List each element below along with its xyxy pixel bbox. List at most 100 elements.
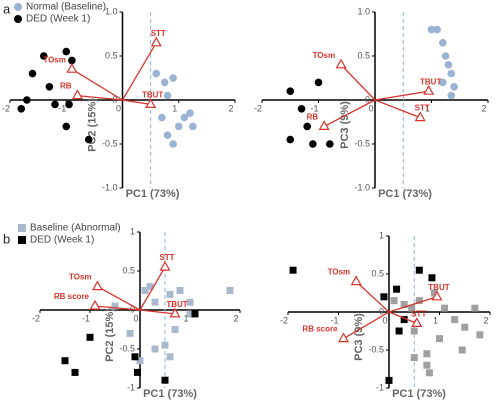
- y-tick-label: 0.5: [105, 50, 118, 60]
- point: [400, 316, 408, 324]
- point: [441, 304, 449, 312]
- loading-label: TOsm: [69, 273, 92, 282]
- point: [141, 287, 149, 294]
- loading-vector: [388, 311, 418, 325]
- point: [169, 74, 177, 82]
- loading-arrowhead: [71, 89, 84, 100]
- point: [458, 346, 466, 354]
- x-tick-label: 2: [483, 315, 488, 325]
- y-axis-title: PC2 (15%): [86, 98, 98, 152]
- point: [174, 122, 183, 131]
- point: [390, 297, 398, 305]
- point: [151, 345, 159, 353]
- legend-label: Baseline (Abnormal): [30, 223, 121, 234]
- x-tick-label: -2: [254, 103, 262, 113]
- point: [62, 122, 71, 131]
- x-tick-label: 0: [368, 103, 373, 113]
- y-tick-label: 1: [379, 230, 384, 240]
- loading-vector: [355, 281, 390, 313]
- point: [186, 298, 194, 306]
- point: [451, 316, 459, 324]
- point: [410, 327, 418, 335]
- y-tick-label: 0: [379, 306, 384, 316]
- y-axis-title: PC3 (9%): [339, 101, 351, 149]
- x-tick-label: 1: [172, 103, 177, 113]
- point: [286, 135, 295, 144]
- legend-marker: [14, 3, 22, 11]
- x-tick-label: 1: [433, 315, 438, 325]
- point: [393, 285, 401, 293]
- loading-arrowhead: [145, 98, 157, 109]
- loading-arrowhead: [159, 260, 171, 271]
- loading-label: RB: [307, 113, 319, 122]
- point: [428, 274, 436, 282]
- point: [380, 293, 388, 301]
- point: [439, 78, 447, 87]
- point: [61, 357, 69, 365]
- y-tick-label: -0.5: [368, 344, 384, 354]
- point: [439, 39, 447, 47]
- point: [471, 304, 479, 312]
- legend-marker: [18, 236, 26, 244]
- loading-arrowhead: [89, 299, 101, 310]
- loading-label: TBUT: [142, 91, 163, 100]
- point: [395, 327, 403, 335]
- point: [62, 47, 71, 56]
- x-tick-label: -1: [82, 313, 90, 323]
- loading-arrowhead: [411, 317, 423, 327]
- point: [430, 289, 438, 297]
- y-tick-label: -0.5: [354, 138, 370, 148]
- loading-arrowhead: [338, 332, 350, 343]
- loading-arrowhead: [66, 62, 78, 73]
- x-tick-label: 2: [481, 103, 486, 113]
- legend-label: DED (Week 1): [30, 235, 94, 246]
- point: [309, 140, 317, 148]
- point: [126, 329, 134, 337]
- legend-label: DED (Week 1): [26, 14, 90, 25]
- point: [86, 333, 94, 341]
- point: [189, 122, 197, 131]
- point: [166, 290, 174, 298]
- y-tick-label: 1.0: [105, 6, 118, 16]
- point: [461, 323, 469, 331]
- loading-arrowhead: [169, 307, 181, 318]
- loading-arrowhead: [423, 84, 435, 95]
- point: [433, 25, 441, 34]
- loading-vector: [340, 64, 376, 101]
- point: [191, 310, 199, 318]
- y-tick-label: 0.5: [122, 265, 135, 275]
- point: [226, 287, 234, 294]
- point: [131, 353, 139, 361]
- x-tick-label: -1: [310, 103, 318, 113]
- point: [415, 266, 423, 274]
- x-tick-label: -2: [280, 315, 288, 325]
- loading-arrowhead: [91, 280, 104, 291]
- point: [51, 100, 59, 109]
- x-tick-label: -1: [58, 103, 66, 113]
- y-axis-title: PC3 (9%): [353, 313, 365, 361]
- loading-arrowhead: [318, 120, 330, 130]
- point: [447, 69, 456, 78]
- x-axis-title: PC1 (73%): [126, 188, 180, 200]
- x-tick-label: 2: [228, 103, 233, 113]
- loading-arrowhead: [150, 36, 162, 47]
- loading-label: STT: [151, 29, 166, 38]
- y-tick-label: -0.5: [119, 343, 135, 353]
- y-tick-label: 1.0: [357, 6, 370, 16]
- loading-label: TBUT: [420, 77, 441, 86]
- point: [476, 331, 484, 339]
- loading-arrowhead: [350, 275, 362, 286]
- point: [286, 87, 295, 95]
- loading-vector: [323, 99, 376, 127]
- point: [423, 350, 431, 358]
- loading-vector: [343, 311, 390, 340]
- point: [186, 310, 194, 318]
- point: [151, 298, 159, 306]
- loading-label: TOsm: [313, 51, 336, 60]
- x-tick-label: -1: [330, 315, 338, 325]
- panel-label: a: [3, 1, 11, 16]
- loading-label: RB score: [302, 325, 338, 334]
- x-tick-label: 1: [183, 313, 188, 323]
- point: [84, 135, 93, 144]
